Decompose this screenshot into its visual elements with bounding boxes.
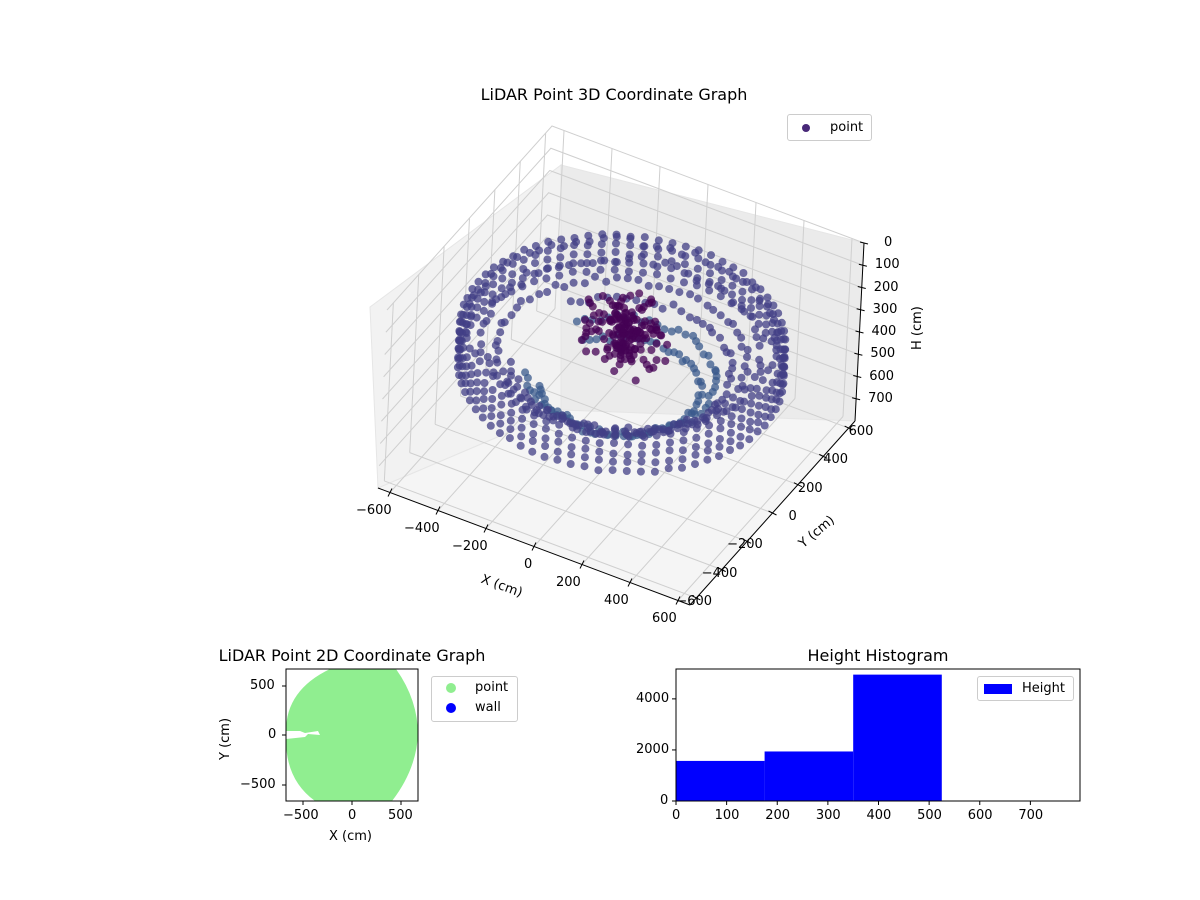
x-tick-hist: 200 [765,808,791,823]
scatter-points-3d [453,230,790,476]
x-tick-hist: 600 [967,808,993,823]
x-axis-label-2d: X (cm) [329,829,372,844]
histogram-bar [853,674,942,801]
z-tick-3d: 500 [870,346,896,362]
y-tick-2d: 500 [250,678,275,693]
y-tick-3d: −600 [676,593,713,609]
legend-patch-icon [984,683,1012,694]
ticks-3d [387,241,869,605]
histogram-title: Height Histogram [807,646,949,665]
grid-3d [378,125,865,601]
legend-item-point: point [446,680,508,695]
legend-label: point [830,120,864,135]
legend-item-wall: wall [446,700,501,715]
x-tick-2d: 0 [348,808,357,823]
x-tick-3d: 400 [604,592,629,608]
z-tick-3d: 700 [868,390,893,406]
y-tick-2d: −500 [240,777,276,792]
x-tick-hist: 0 [672,808,681,823]
z-tick-3d: 100 [874,257,900,273]
z-tick-3d: 600 [869,368,895,384]
histogram-bar [764,751,854,801]
x-tick-3d: −400 [404,520,440,536]
histogram-bar [676,760,765,801]
x-tick-hist: 500 [917,808,942,823]
y-tick-3d: 200 [797,480,823,496]
y-tick-3d: 600 [848,424,874,440]
z-tick-3d: 300 [872,301,898,317]
y-tick-2d: 0 [268,727,277,742]
x-tick-hist: 400 [866,808,892,823]
x-tick-2d: −500 [283,808,319,823]
legend-label: wall [475,700,501,715]
x-tick-2d: 500 [388,808,413,823]
x-tick-3d: 0 [524,556,533,572]
legend-item-height: Height [984,681,1065,696]
legend-marker-icon [446,682,456,693]
scatter-area-2d [286,669,418,801]
legend-label: Height [1022,681,1065,696]
x-tick-3d: 600 [652,610,677,626]
x-tick-3d: −200 [452,538,488,554]
y-tick-hist: 0 [660,793,669,808]
y-tick-3d: −400 [701,565,738,581]
histogram-bars [676,674,942,801]
legend-marker-icon [446,702,456,713]
y-tick-3d: 400 [823,452,849,468]
x-tick-hist: 100 [714,808,740,823]
legend-3d: point [787,114,872,141]
x-tick-hist: 700 [1018,808,1044,823]
z-tick-3d: 400 [871,324,897,339]
legend-marker-icon [802,123,810,132]
legend-hist: Height [977,676,1074,701]
y-tick-3d: −200 [727,537,763,553]
x-tick-3d: −600 [356,502,392,518]
y-tick-hist: 4000 [636,690,670,706]
x-tick-3d: 200 [556,574,581,590]
chart-2d-title: LiDAR Point 2D Coordinate Graph [218,646,486,665]
legend-2d: point wall [431,676,518,722]
legend-item-point: point [802,120,863,135]
plot-frame-hist [675,668,1081,802]
legend-label: point [475,680,509,695]
chart-3d-title: LiDAR Point 3D Coordinate Graph [480,85,748,104]
z-tick-3d: 0 [884,235,893,250]
y-tick-3d: 0 [788,509,797,524]
z-tick-3d: 200 [873,279,899,295]
y-tick-hist: 2000 [636,741,670,757]
x-tick-hist: 300 [815,808,841,823]
